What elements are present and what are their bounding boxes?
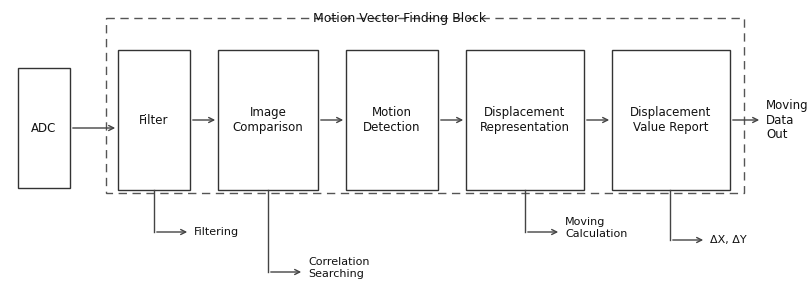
Text: Image
Comparison: Image Comparison	[233, 106, 303, 134]
Text: Filter: Filter	[139, 114, 169, 127]
Text: ΔX, ΔY: ΔX, ΔY	[710, 235, 747, 245]
Bar	[612, 50, 730, 190]
Bar	[218, 50, 318, 190]
Text: Correlation
Searching: Correlation Searching	[308, 257, 370, 279]
Text: Displacement
Representation: Displacement Representation	[480, 106, 570, 134]
Bar	[466, 50, 584, 190]
Bar	[118, 50, 190, 190]
Bar	[346, 50, 438, 190]
Text: ADC: ADC	[32, 121, 57, 135]
Text: Displacement
Value Report: Displacement Value Report	[630, 106, 712, 134]
Text: Filtering: Filtering	[194, 227, 239, 237]
Bar	[18, 68, 70, 188]
Bar	[106, 18, 744, 193]
Text: Motion
Detection: Motion Detection	[363, 106, 421, 134]
Text: Motion Vector Finding Block: Motion Vector Finding Block	[313, 12, 487, 25]
Text: Moving
Data
Out: Moving Data Out	[766, 99, 809, 141]
Text: Moving
Calculation: Moving Calculation	[565, 217, 628, 239]
